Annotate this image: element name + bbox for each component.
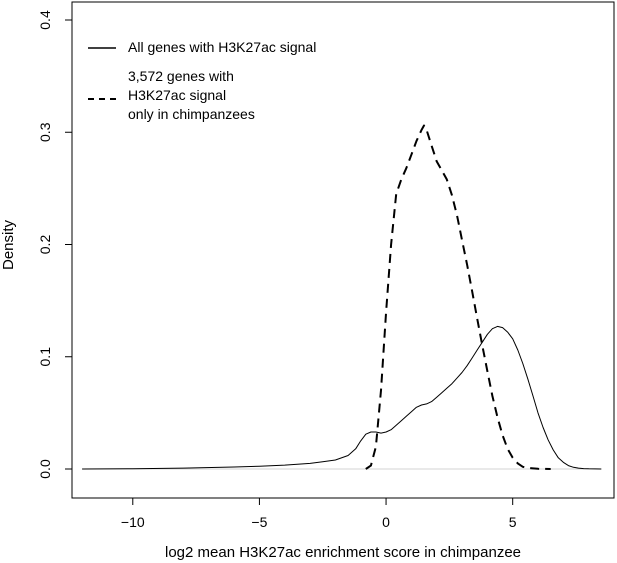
legend-label-1: All genes with H3K27ac signal <box>128 39 316 55</box>
y-tick-label: 0.0 <box>37 459 53 479</box>
y-axis: 0.0 0.1 0.2 0.3 0.4 <box>37 10 73 479</box>
legend: All genes with H3K27ac signal 3,572 genes… <box>88 39 316 122</box>
legend-label-2: only in chimpanzees <box>128 106 255 122</box>
series-layer <box>82 124 602 470</box>
y-tick-label: 0.1 <box>37 347 53 367</box>
y-tick-label: 0.4 <box>37 10 53 30</box>
x-tick-label: 5 <box>509 514 517 530</box>
series-line-1 <box>82 325 602 470</box>
x-axis-title: log2 mean H3K27ac enrichment score in ch… <box>165 544 521 561</box>
x-tick-label: −10 <box>121 514 145 530</box>
legend-label-2: 3,572 genes with <box>128 68 234 84</box>
x-tick-label: −5 <box>251 514 267 530</box>
y-axis-title: Density <box>0 219 17 270</box>
x-axis: −10 −5 0 5 <box>121 497 517 530</box>
series-line-2 <box>365 124 551 470</box>
y-tick-label: 0.2 <box>37 235 53 255</box>
x-tick-label: 0 <box>382 514 390 530</box>
y-tick-label: 0.3 <box>37 122 53 142</box>
legend-label-2: H3K27ac signal <box>128 87 226 103</box>
